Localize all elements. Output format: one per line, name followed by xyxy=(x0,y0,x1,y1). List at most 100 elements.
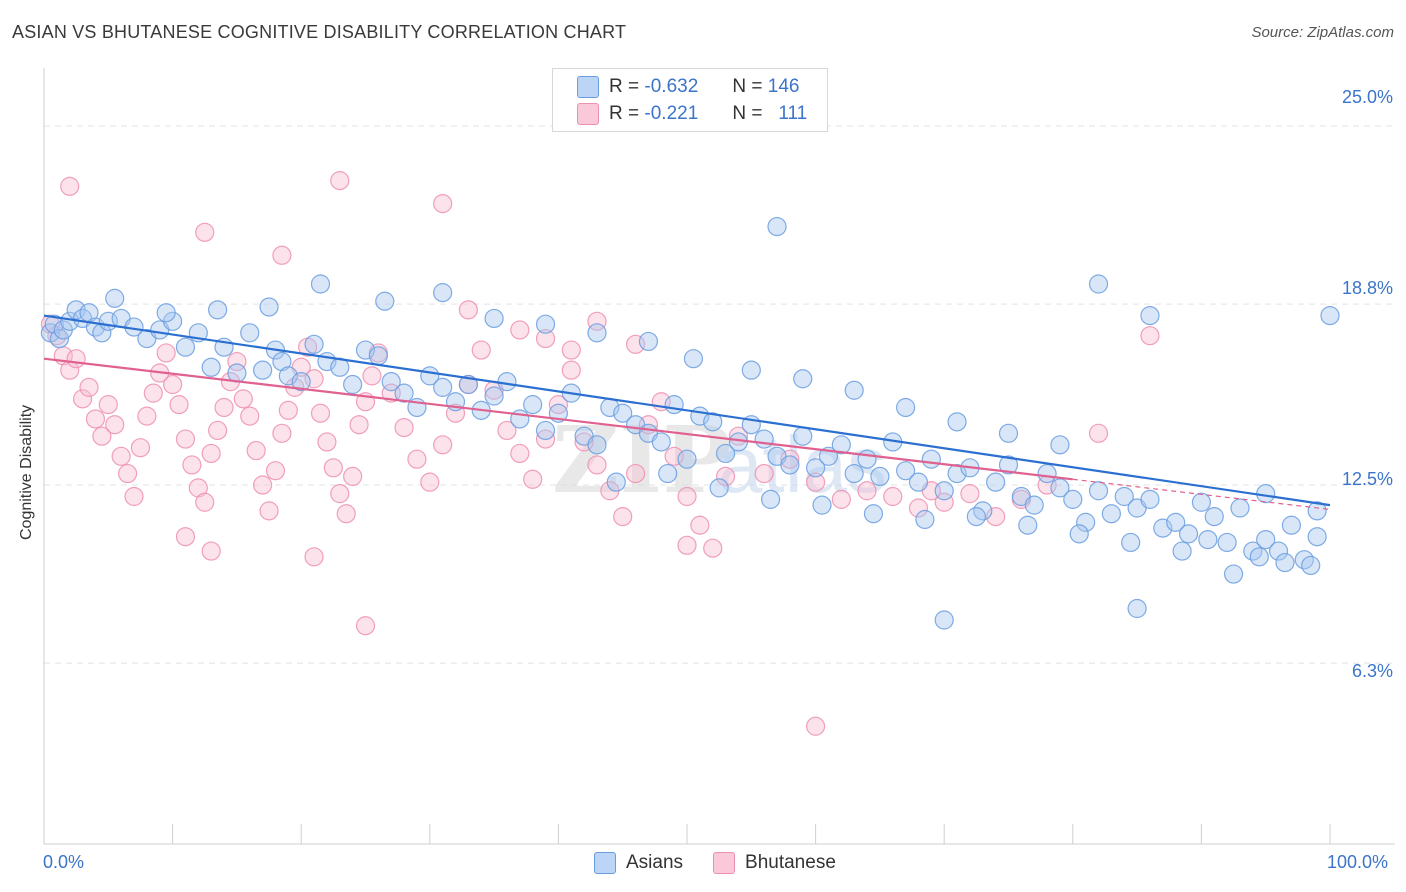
asians-point xyxy=(934,481,954,501)
asians-point xyxy=(497,372,517,392)
legend-item-bhutanese: Bhutanese xyxy=(713,852,836,874)
bhutanese-legend-icon xyxy=(713,852,736,874)
asians-point xyxy=(291,372,311,392)
asians-point xyxy=(1256,529,1276,550)
bhutanese-point xyxy=(587,311,607,331)
bhutanese-point xyxy=(805,472,826,492)
asians-point xyxy=(1191,492,1212,512)
bhutanese-point xyxy=(195,492,215,512)
bhutanese-point xyxy=(677,535,697,555)
bhutanese-point xyxy=(908,498,929,518)
asians-point xyxy=(1217,532,1237,553)
asians-point xyxy=(1127,598,1147,619)
asians-point xyxy=(1088,481,1109,501)
asians-point xyxy=(805,458,826,478)
asians-point xyxy=(709,478,729,498)
asians-point xyxy=(793,426,813,446)
asians-r-label: R = xyxy=(609,76,640,97)
bhutanese-point xyxy=(310,403,331,423)
bhutanese-point xyxy=(523,469,543,489)
bhutanese-point xyxy=(117,463,138,484)
asians-point xyxy=(587,323,607,343)
asians-point xyxy=(375,291,395,311)
asians-point xyxy=(606,472,626,492)
asians-point xyxy=(1101,504,1121,524)
bhutanese-point xyxy=(394,417,414,438)
bhutanese-point xyxy=(883,486,903,507)
asians-n-label: N = xyxy=(732,76,763,97)
bhutanese-point xyxy=(831,489,851,509)
bhutanese-point xyxy=(433,193,453,214)
legend-row-bhutanese: R = -0.221 N = 111 xyxy=(577,102,807,126)
asians-point xyxy=(1230,498,1250,518)
bhutanese-r-label: R = xyxy=(609,103,640,124)
asians-point xyxy=(760,489,781,509)
bhutanese-point xyxy=(130,438,151,458)
asians-point xyxy=(998,455,1019,475)
bhutanese-point xyxy=(690,515,710,535)
bhutanese-point xyxy=(349,415,369,435)
bhutanese-point xyxy=(66,349,86,369)
bhutanese-point xyxy=(561,340,581,360)
asians-point xyxy=(658,463,678,484)
asians-point xyxy=(1069,524,1089,544)
asians-point xyxy=(484,308,504,329)
bhutanese-point xyxy=(677,486,697,507)
series-legend: Asians Bhutanese xyxy=(594,852,866,874)
asians-point xyxy=(1121,532,1141,553)
asians-point xyxy=(1307,501,1327,521)
bhutanese-point xyxy=(510,443,530,464)
asians-point xyxy=(1076,512,1096,532)
bhutanese-point xyxy=(754,463,774,484)
asians-point xyxy=(638,331,659,352)
bhutanese-point xyxy=(201,541,221,561)
chart-title: ASIAN VS BHUTANESE COGNITIVE DISABILITY … xyxy=(12,22,627,42)
bhutanese-point xyxy=(253,475,273,495)
bhutanese-point xyxy=(79,377,99,397)
asians-point xyxy=(1275,552,1295,573)
legend-item-asians: Asians xyxy=(594,852,683,874)
asians-point xyxy=(908,472,929,492)
bhutanese-point xyxy=(715,466,736,487)
bhutanese-point xyxy=(214,397,234,418)
asians-point xyxy=(1223,564,1244,584)
bhutanese-point xyxy=(960,484,980,504)
bhutanese-point xyxy=(227,351,247,372)
bhutanese-point xyxy=(195,222,215,242)
asians-point xyxy=(1249,547,1269,567)
asians-r-value: -0.632 xyxy=(644,76,699,97)
bhutanese-point xyxy=(1140,326,1160,346)
bhutanese-point xyxy=(72,389,93,409)
asians-point xyxy=(1166,512,1186,532)
bhutanese-point xyxy=(208,420,228,441)
bhutanese-point xyxy=(355,616,376,636)
bhutanese-point xyxy=(111,446,131,466)
asians-point xyxy=(381,372,401,392)
asians-point xyxy=(1198,529,1218,550)
bhutanese-point xyxy=(105,415,125,435)
asians-point xyxy=(728,432,749,452)
asians-point xyxy=(1037,463,1057,484)
bhutanese-point xyxy=(85,409,106,429)
asians-point xyxy=(1024,495,1044,515)
asians-point xyxy=(754,429,774,449)
bhutanese-point xyxy=(497,420,517,441)
asians-point xyxy=(201,357,221,377)
asians-point xyxy=(227,363,247,383)
bhutanese-point xyxy=(143,383,163,403)
asians-point xyxy=(921,449,941,469)
asians-point xyxy=(677,449,697,469)
bhutanese-r-value: -0.221 xyxy=(644,103,699,124)
bhutanese-n-value: 111 xyxy=(778,103,808,124)
asians-point xyxy=(310,274,331,294)
bhutanese-point xyxy=(92,426,112,446)
legend-label-asians: Asians xyxy=(626,852,684,873)
bhutanese-point xyxy=(175,527,196,547)
asians-point xyxy=(831,435,851,455)
source-label: Source: ZipAtlas.com xyxy=(1251,24,1394,41)
asians-point xyxy=(433,283,453,303)
asians-point xyxy=(458,374,478,395)
bhutanese-point xyxy=(407,449,427,469)
asians-point xyxy=(1281,515,1302,535)
asians-point xyxy=(896,461,916,481)
